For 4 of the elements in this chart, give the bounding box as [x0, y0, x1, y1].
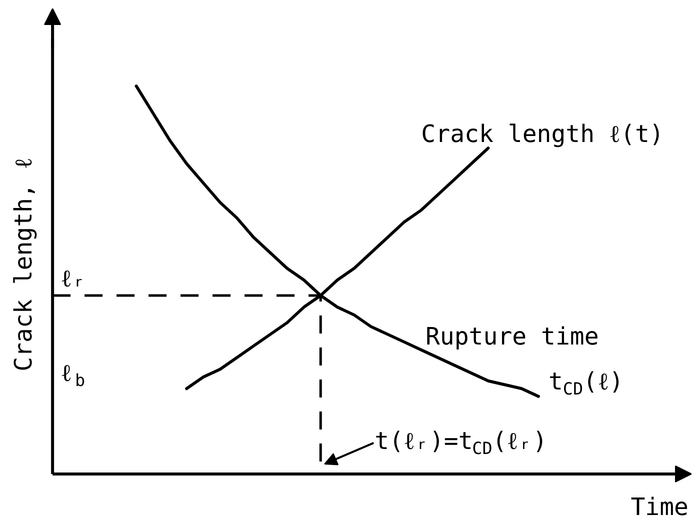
annotation: ℓᵣ: [60, 264, 87, 293]
series-label: Crack length ℓ(t): [421, 120, 664, 148]
x-axis-title: Time: [630, 492, 689, 521]
y-axis-title: Crack length, ℓ: [10, 158, 38, 372]
